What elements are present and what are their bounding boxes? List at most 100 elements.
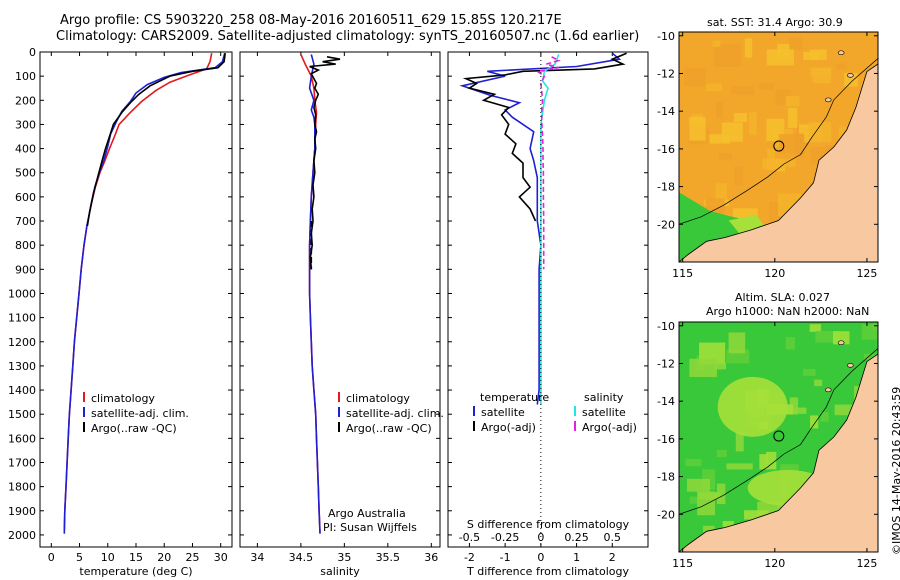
field-patch xyxy=(820,412,829,422)
difference-series-salinity-argo xyxy=(535,56,561,270)
pi-label: PI: Susan Wijffels xyxy=(323,521,417,534)
figure-title-line2: Climatology: CARS2009. Satellite-adjuste… xyxy=(56,29,640,44)
field-patch xyxy=(789,37,803,50)
field-patch xyxy=(689,116,706,141)
legend-title-temperature: temperature xyxy=(480,391,549,404)
argo-location-marker xyxy=(773,430,785,442)
sla-map-group xyxy=(678,321,879,553)
field-patch xyxy=(787,259,808,262)
field-patch xyxy=(735,432,744,452)
field-patch xyxy=(714,362,727,370)
depth-tick-label: 200 xyxy=(15,94,36,107)
sla-high-region xyxy=(717,376,788,437)
depth-tick-label: 300 xyxy=(15,118,36,131)
legend-label: satellite xyxy=(582,406,626,419)
legend-label: Argo(-adj) xyxy=(481,421,536,434)
temperature-x-axis-label: temperature (deg C) xyxy=(79,565,192,578)
field-patch xyxy=(815,330,840,343)
sst-map-title: sat. SST: 31.4 Argo: 30.9 xyxy=(707,16,843,29)
field-patch xyxy=(834,404,855,416)
temperature-x-tick-label: 15 xyxy=(129,551,143,564)
field-patch xyxy=(703,134,731,144)
sst-map-lat-label: -10 xyxy=(657,30,675,43)
depth-tick-label: 1800 xyxy=(8,481,36,494)
field-patch xyxy=(785,337,795,350)
depth-contour xyxy=(679,58,878,225)
field-patch xyxy=(712,40,721,47)
land-mass xyxy=(679,353,878,552)
field-patch xyxy=(861,324,878,340)
field-patch xyxy=(733,166,743,186)
depth-tick-label: 600 xyxy=(15,191,36,204)
depth-tick-label: 700 xyxy=(15,215,36,228)
field-patch xyxy=(836,63,846,70)
temperature-x-tick-label: 10 xyxy=(101,551,115,564)
difference-x-tick-label: -2 xyxy=(464,551,475,564)
field-patch xyxy=(810,67,832,77)
depth-tick-label: 0 xyxy=(29,46,36,59)
temperature-plot-area xyxy=(39,51,233,548)
field-patch xyxy=(759,83,775,90)
field-patch xyxy=(731,86,754,95)
legend-label: satellite-adj. clim. xyxy=(91,407,189,420)
salinity-x-tick-label: 36 xyxy=(424,551,438,564)
field-patch xyxy=(715,183,727,203)
depth-tick-label: 2000 xyxy=(8,529,36,542)
sst-map-lon-label: 115 xyxy=(672,267,693,280)
difference-x-tick-label: 1 xyxy=(573,551,580,564)
field-patch xyxy=(706,83,722,92)
depth-tick-label: 1400 xyxy=(8,384,36,397)
depth-tick-label: 1200 xyxy=(8,336,36,349)
temperature-x-tick-label: 0 xyxy=(48,551,55,564)
island xyxy=(824,97,832,103)
legend-title-salinity: salinity xyxy=(584,391,624,404)
sla-map-lat-label: -14 xyxy=(657,395,675,408)
sla-map-title-line1: Altim. SLA: 0.027 xyxy=(735,291,831,304)
depth-tick-label: 1900 xyxy=(8,505,36,518)
depth-tick-label: 100 xyxy=(15,70,36,83)
sst-map-lat-label: -14 xyxy=(657,105,675,118)
sst-map-frame xyxy=(678,31,879,263)
sla-map-lon-label: 125 xyxy=(856,557,877,570)
argo-australia-label: Argo Australia xyxy=(328,507,406,520)
temperature-x-tick-label: 5 xyxy=(76,551,83,564)
salinity-series-argo-raw-qc- xyxy=(309,56,341,270)
field-patch xyxy=(876,337,878,348)
island xyxy=(837,340,845,346)
island xyxy=(847,73,854,78)
figure-title-line1: Argo profile: CS 5903220_258 08-May-2016… xyxy=(60,13,562,28)
sla-map-lat-label: -12 xyxy=(657,357,675,370)
depth-tick-label: 1100 xyxy=(8,312,36,325)
field-patch xyxy=(838,126,847,137)
salinity-x-tick-label: 34 xyxy=(250,551,264,564)
field-patch xyxy=(784,407,807,414)
field-patch xyxy=(689,358,717,377)
field-patch xyxy=(685,459,702,467)
field-patch xyxy=(769,159,796,168)
salinity-plot-area xyxy=(239,51,441,548)
field-patch xyxy=(803,51,819,60)
depth-tick-label: 400 xyxy=(15,143,36,156)
island xyxy=(824,387,832,393)
field-patch xyxy=(810,415,819,429)
sla-map-lon-label: 115 xyxy=(672,557,693,570)
temperature-x-tick-label: 25 xyxy=(185,551,199,564)
field-patch xyxy=(683,67,706,87)
salinity-diff-tick-label: 0 xyxy=(537,531,544,544)
sla-map-title-line2: Argo h1000: NaN h2000: NaN xyxy=(706,305,870,318)
field-patch xyxy=(733,113,748,122)
legend-label: satellite xyxy=(481,406,525,419)
field-patch xyxy=(809,324,821,332)
field-patch xyxy=(686,478,711,492)
field-patch xyxy=(714,43,741,67)
field-patch xyxy=(809,49,827,60)
legend-label: Argo(-adj) xyxy=(582,421,637,434)
field-patch xyxy=(766,451,777,470)
salinity-diff-tick-label: -0.5 xyxy=(459,531,480,544)
salinity-diff-axis-label: S difference from climatology xyxy=(467,518,630,531)
temperature-x-tick-label: 30 xyxy=(214,551,228,564)
difference-x-tick-label: 0 xyxy=(537,551,544,564)
salinity-diff-tick-label: 0.25 xyxy=(564,531,589,544)
legend-label: climatology xyxy=(91,392,155,405)
